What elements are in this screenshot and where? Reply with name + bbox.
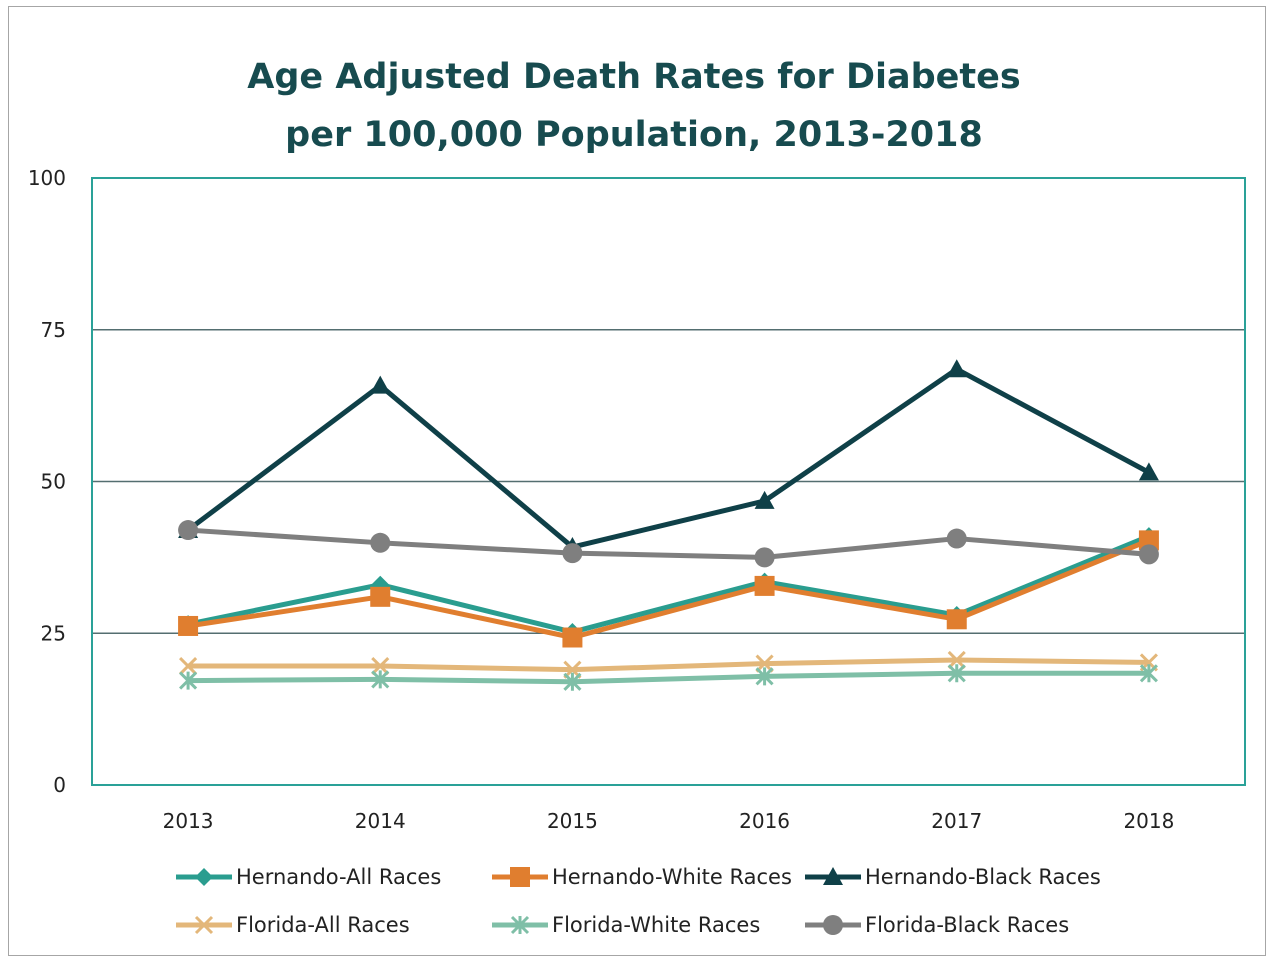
legend-label: Florida-Black Races bbox=[865, 913, 1069, 937]
data-point-marker bbox=[179, 671, 198, 690]
data-point-marker bbox=[1139, 664, 1158, 683]
legend-item: Hernando-White Races bbox=[492, 865, 792, 889]
legend-item: Hernando-Black Races bbox=[805, 865, 1101, 889]
data-point-marker bbox=[178, 615, 199, 636]
y-axis-ticks: 0 25 50 75 100 bbox=[28, 166, 66, 797]
data-point-marker bbox=[1138, 530, 1159, 551]
series-hernando-black-races bbox=[178, 359, 1159, 556]
x-tick-label: 2013 bbox=[163, 809, 214, 833]
legend-item: Hernando-All Races bbox=[176, 865, 441, 889]
data-point-marker bbox=[754, 490, 775, 509]
data-point-marker bbox=[370, 586, 391, 607]
y-tick-label: 0 bbox=[53, 773, 66, 797]
y-tick-label: 25 bbox=[41, 621, 66, 645]
series-line bbox=[188, 670, 1149, 685]
chart-title: Age Adjusted Death Rates for Diabetes pe… bbox=[0, 48, 1268, 164]
data-point-marker bbox=[370, 375, 391, 394]
data-point-marker bbox=[179, 656, 198, 676]
legend-label: Hernando-White Races bbox=[552, 865, 792, 889]
series-hernando-white-races bbox=[178, 530, 1159, 648]
data-point-marker bbox=[562, 543, 583, 564]
legend-swatch-marker bbox=[194, 915, 214, 935]
data-point-marker bbox=[946, 359, 967, 378]
data-point-marker bbox=[947, 664, 966, 683]
legend-label: Florida-White Races bbox=[552, 913, 760, 937]
series-line bbox=[186, 366, 1151, 550]
legend-swatch-marker bbox=[510, 915, 530, 935]
legend: Hernando-All Races Hernando-White Races He… bbox=[176, 865, 1101, 937]
legend-item: Florida-White Races bbox=[492, 913, 760, 937]
chart-title-line-2: per 100,000 Population, 2013-2018 bbox=[285, 115, 983, 155]
data-point-marker bbox=[563, 672, 582, 691]
series-florida-white-races bbox=[179, 664, 1158, 691]
legend-label: Florida-All Races bbox=[236, 913, 410, 937]
data-point-marker bbox=[754, 575, 775, 596]
series-line bbox=[187, 527, 1150, 560]
data-point-marker bbox=[947, 650, 966, 670]
x-tick-label: 2018 bbox=[1123, 809, 1174, 833]
data-point-marker bbox=[946, 609, 967, 630]
legend-swatch-marker bbox=[195, 868, 213, 886]
data-point-marker bbox=[946, 528, 967, 549]
data-point-marker bbox=[562, 627, 583, 648]
x-axis-ticks: 2013 2014 2015 2016 2017 2018 bbox=[163, 809, 1175, 833]
series-group bbox=[178, 359, 1159, 691]
data-point-marker bbox=[370, 532, 391, 553]
y-tick-label: 100 bbox=[28, 166, 66, 190]
x-tick-label: 2017 bbox=[931, 809, 982, 833]
legend-item: Florida-All Races bbox=[176, 913, 410, 937]
y-tick-label: 50 bbox=[41, 470, 66, 494]
x-tick-label: 2016 bbox=[739, 809, 790, 833]
y-tick-label: 75 bbox=[41, 318, 66, 342]
data-point-marker bbox=[1138, 544, 1159, 565]
x-tick-label: 2015 bbox=[547, 809, 598, 833]
legend-swatch-marker bbox=[510, 867, 530, 887]
legend-label: Hernando-Black Races bbox=[865, 865, 1101, 889]
series-line bbox=[187, 538, 1150, 640]
gridlines bbox=[92, 329, 1245, 634]
data-point-marker bbox=[178, 520, 199, 541]
series-line bbox=[188, 657, 1149, 673]
plot-area bbox=[91, 177, 1246, 786]
data-point-marker bbox=[371, 656, 390, 676]
legend-swatch-marker bbox=[823, 867, 843, 885]
series-florida-black-races bbox=[178, 520, 1159, 568]
data-point-marker bbox=[371, 670, 390, 689]
series-line bbox=[187, 533, 1150, 635]
data-point-marker bbox=[755, 667, 774, 686]
data-point-marker bbox=[1138, 462, 1159, 481]
chart-title-line-1: Age Adjusted Death Rates for Diabetes bbox=[247, 57, 1021, 97]
legend-label: Hernando-All Races bbox=[236, 865, 441, 889]
legend-item: Florida-Black Races bbox=[805, 913, 1069, 937]
data-point-marker bbox=[754, 547, 775, 568]
x-tick-label: 2014 bbox=[355, 809, 406, 833]
legend-swatch-marker bbox=[823, 915, 843, 935]
